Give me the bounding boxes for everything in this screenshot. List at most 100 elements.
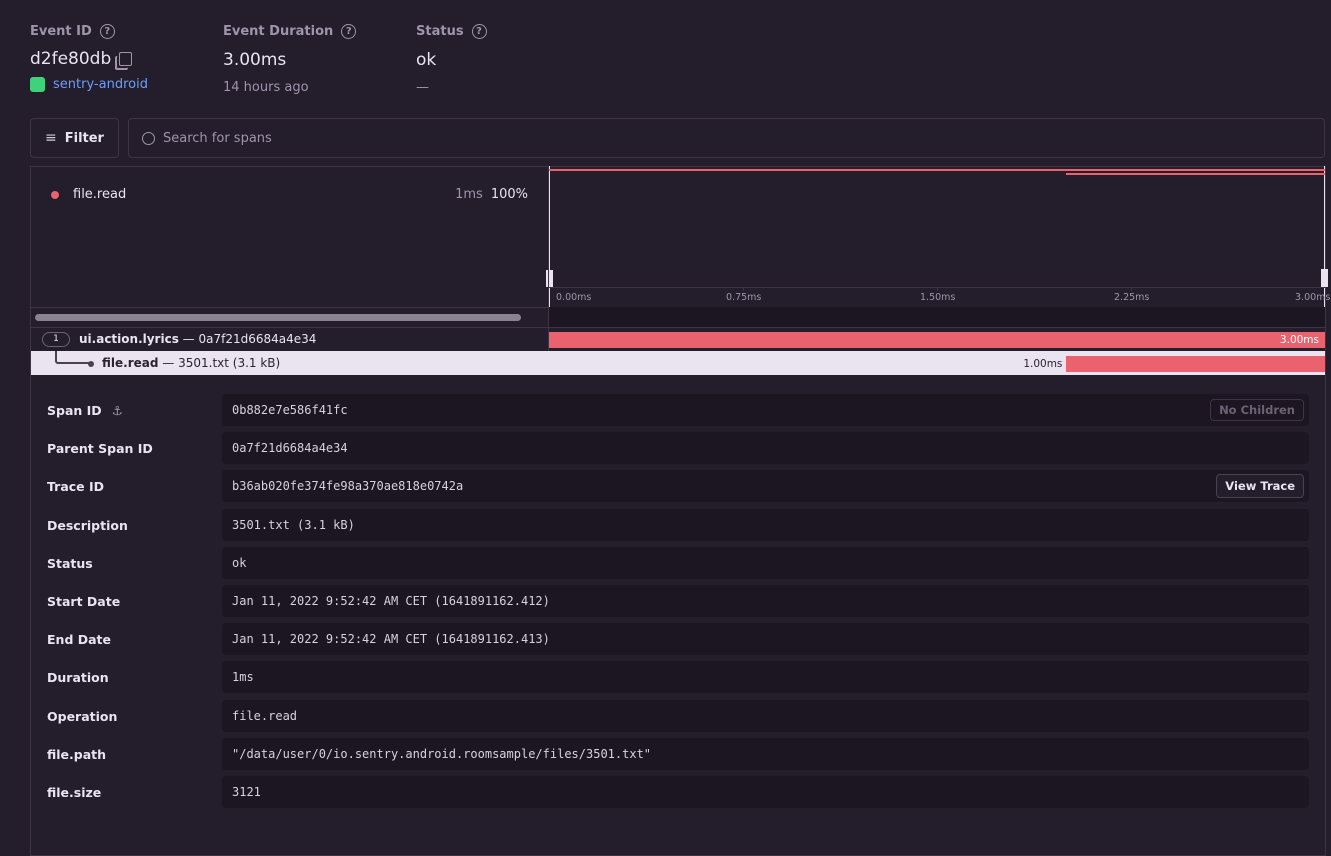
tree-connector: [55, 351, 91, 364]
span-desc: 3501.txt (3.1 kB): [178, 356, 281, 370]
help-icon[interactable]: ?: [341, 24, 357, 39]
no-children-button: No Children: [1210, 399, 1304, 421]
axis-tick: [937, 287, 938, 291]
span-bar[interactable]: 3.00ms: [549, 332, 1325, 348]
detail-label: Trace ID: [47, 479, 104, 494]
detail-value-box: 0b882e7e586f41fc No Children: [222, 394, 1309, 426]
horizontal-scrollbar[interactable]: [35, 314, 521, 321]
detail-value-box: 1ms: [222, 661, 1309, 694]
status-value: ok: [416, 50, 437, 70]
event-id: d2fe80db: [30, 49, 133, 69]
search-placeholder: Search for spans: [163, 130, 272, 146]
axis-tick-label: 1.50ms: [920, 292, 956, 303]
minimap-right-grip[interactable]: [1321, 269, 1328, 287]
detail-value: 0b882e7e586f41fc: [232, 403, 348, 417]
legend-duration: 1ms: [455, 187, 483, 202]
detail-label-text: Operation: [47, 708, 118, 724]
detail-value: 3501.txt (3.1 kB): [232, 517, 355, 532]
minimap-left-handle[interactable]: [549, 166, 550, 307]
axis-tick: [1131, 287, 1132, 291]
event-id-value: d2fe80db: [30, 49, 112, 69]
relative-time: 14 hours ago: [223, 80, 309, 95]
axis-tick-label: 2.25ms: [1114, 292, 1150, 303]
span-op: file.read: [102, 356, 159, 370]
project-name[interactable]: sentry-android: [53, 77, 148, 92]
detail-label-text: Parent Span ID: [47, 441, 153, 457]
detail-row: file.path "/data/user/0/io.sentry.android…: [31, 737, 1309, 770]
detail-label-text: Duration: [47, 670, 109, 686]
copy-icon[interactable]: [119, 52, 133, 66]
minimap-left-grip[interactable]: [546, 270, 553, 287]
filter-button[interactable]: ≡ Filter: [30, 118, 119, 158]
detail-value-box: Jan 11, 2022 9:52:42 AM CET (1641891162.…: [222, 585, 1309, 617]
duration-value: 3.00ms: [223, 50, 287, 70]
anchor-icon[interactable]: ⚓: [111, 403, 123, 418]
span-title: file.read — 3501.txt (3.1 kB): [102, 356, 281, 370]
detail-label-text: Start Date: [47, 594, 121, 609]
duration-label-text: Event Duration: [223, 24, 334, 39]
detail-label: Description: [47, 518, 128, 533]
tree-node-dot: [88, 361, 94, 367]
help-icon[interactable]: ?: [471, 24, 487, 39]
detail-value-box: b36ab020fe374fe98a370ae818e0742a View Tra…: [222, 470, 1309, 503]
span-duration: 3.00ms: [1279, 334, 1319, 346]
detail-label: Parent Span ID: [47, 441, 153, 456]
filter-icon: ≡: [45, 130, 57, 146]
detail-row: Description 3501.txt (3.1 kB): [31, 508, 1309, 541]
span-bar[interactable]: [1066, 356, 1325, 372]
view-trace-button[interactable]: View Trace: [1216, 474, 1304, 499]
detail-value: 0a7f21d6684a4e34: [232, 441, 348, 456]
axis-tick-label: 0.75ms: [726, 292, 762, 303]
detail-row: End Date Jan 11, 2022 9:52:42 AM CET (164…: [31, 623, 1309, 656]
detail-value-box: 3501.txt (3.1 kB): [222, 508, 1309, 541]
detail-value: ok: [232, 555, 247, 570]
detail-value-box: 3121: [222, 776, 1309, 808]
event-id-label: Event ID?: [30, 24, 115, 39]
axis-tick-label: 3.00ms: [1295, 292, 1331, 303]
span-title: ui.action.lyrics — 0a7f21d6684a4e34: [79, 332, 317, 346]
detail-value-box: "/data/user/0/io.sentry.android.roomsamp…: [222, 737, 1309, 770]
detail-label: Status: [47, 556, 93, 571]
span-row-parent[interactable]: 1 ui.action.lyrics — 0a7f21d6684a4e34: [31, 328, 1325, 351]
detail-value: file.read: [232, 708, 298, 723]
detail-row: Operation file.read: [31, 699, 1309, 732]
event-id-label-text: Event ID: [30, 24, 92, 39]
axis-tick: [743, 287, 744, 291]
divider: [31, 327, 1325, 328]
detail-row: Status ok: [31, 546, 1309, 579]
detail-value-box: 0a7f21d6684a4e34: [222, 432, 1309, 465]
duration-label: Event Duration?: [223, 24, 357, 39]
detail-label-text: End Date: [47, 632, 112, 648]
detail-label: file.size: [47, 785, 101, 800]
detail-value: 3121: [232, 785, 261, 799]
detail-label-text: file.path: [47, 746, 107, 762]
detail-row: Parent Span ID 0a7f21d6684a4e34: [31, 432, 1309, 465]
detail-value: Jan 11, 2022 9:52:42 AM CET (1641891162.…: [232, 594, 550, 608]
detail-label-text: Description: [47, 517, 128, 533]
detail-value-box: ok: [222, 546, 1309, 579]
project-link[interactable]: sentry-android: [30, 77, 148, 92]
status-label-text: Status: [416, 24, 464, 39]
op-color-dot: [51, 190, 59, 199]
detail-value-box: Jan 11, 2022 9:52:42 AM CET (1641891162.…: [222, 623, 1309, 656]
detail-row: Duration 1ms: [31, 661, 1309, 694]
detail-label-text: Trace ID: [47, 479, 105, 495]
detail-label: Start Date: [47, 594, 120, 609]
detail-label: End Date: [47, 632, 111, 647]
status-label: Status?: [416, 24, 487, 39]
span-duration: 1.00ms: [1023, 358, 1063, 370]
search-input[interactable]: Search for spans: [128, 118, 1325, 158]
axis-tick-label: 0.00ms: [556, 292, 592, 303]
detail-label: Duration: [47, 670, 109, 685]
minimap-right-handle[interactable]: [1324, 166, 1325, 307]
status-sub: —: [416, 80, 429, 95]
minimap-legend-item: file.read 1ms 100%: [48, 187, 528, 202]
legend-percent: 100%: [490, 187, 528, 202]
legend-op: file.read: [73, 187, 127, 202]
detail-value: b36ab020fe374fe98a370ae818e0742a: [232, 479, 464, 494]
help-icon[interactable]: ?: [99, 24, 115, 39]
search-icon: [142, 131, 155, 145]
filter-label: Filter: [64, 130, 104, 146]
detail-row: file.size 3121: [31, 776, 1309, 808]
children-count-badge[interactable]: 1: [42, 332, 70, 347]
